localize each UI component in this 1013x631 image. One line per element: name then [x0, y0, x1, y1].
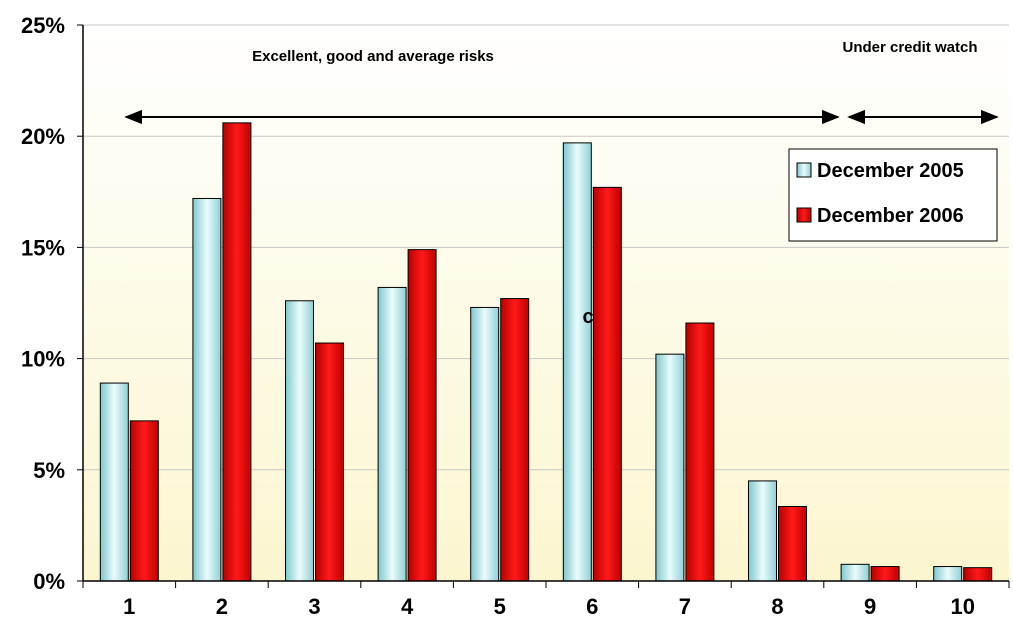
bar-2005-cat-1 [99, 382, 129, 582]
bar-2005-cat-7 [655, 353, 685, 582]
bar-2006-cat-8 [778, 505, 807, 582]
y-tick-label: 10% [21, 347, 65, 372]
legend-swatch-2005 [796, 162, 812, 178]
legend-swatch-2006 [796, 207, 812, 223]
bar-2006-cat-4 [407, 249, 437, 582]
x-tick-label: 10 [950, 594, 974, 619]
bar-2006-cat-9 [870, 566, 900, 582]
right-range-label: Under credit watch [842, 39, 977, 56]
bar-2006-cat-1 [129, 420, 159, 582]
bar-2005-cat-6 [562, 142, 592, 582]
plot-area [83, 25, 1009, 581]
axes [77, 24, 1010, 588]
bar-2005-cat-10 [933, 566, 963, 582]
bar-2005-cat-4 [377, 286, 407, 582]
legend-box [788, 148, 998, 242]
bar-2006-cat-10 [963, 567, 993, 582]
legend: December 2005 December 2006 [788, 148, 998, 242]
x-tick-label: 5 [494, 594, 506, 619]
x-tick-label: 8 [771, 594, 783, 619]
bar-2006-cat-7 [685, 322, 715, 582]
y-tick-label: 5% [33, 458, 65, 483]
x-tick-label: 3 [308, 594, 320, 619]
bar-2006-cat-3 [315, 342, 344, 582]
legend-label-2005: December 2005 [817, 160, 964, 182]
x-tick-label: 6 [586, 594, 598, 619]
x-tick-label: 1 [123, 594, 135, 619]
y-tick-label: 0% [33, 569, 65, 594]
x-tick-label: 2 [216, 594, 228, 619]
bar-2006-cat-5 [500, 298, 530, 582]
x-tick-label: 4 [401, 594, 414, 619]
bar-2006-cat-2 [222, 122, 252, 582]
x-tick-label: 7 [679, 594, 691, 619]
bar-2005-cat-5 [470, 306, 500, 582]
y-tick-label: 25% [21, 13, 65, 38]
y-tick-label: 20% [21, 124, 65, 149]
bar-series [99, 122, 993, 582]
bar-2005-cat-2 [192, 197, 222, 582]
legend-label-2006: December 2006 [817, 205, 964, 227]
y-tick-label: 15% [21, 235, 65, 260]
bar-2006-cat-6 [592, 186, 622, 582]
bar-2005-cat-9 [840, 563, 870, 582]
bar-2005-cat-3 [285, 300, 314, 582]
bar-2005-cat-8 [748, 480, 777, 582]
x-tick-label: 9 [864, 594, 876, 619]
left-range-label: Excellent, good and average risks [252, 48, 494, 65]
tick-labels: 0% 5% 10% 15% 20% 25% 1 2 3 4 5 6 7 8 9 10 [21, 13, 975, 619]
marker-label: c [582, 306, 593, 328]
